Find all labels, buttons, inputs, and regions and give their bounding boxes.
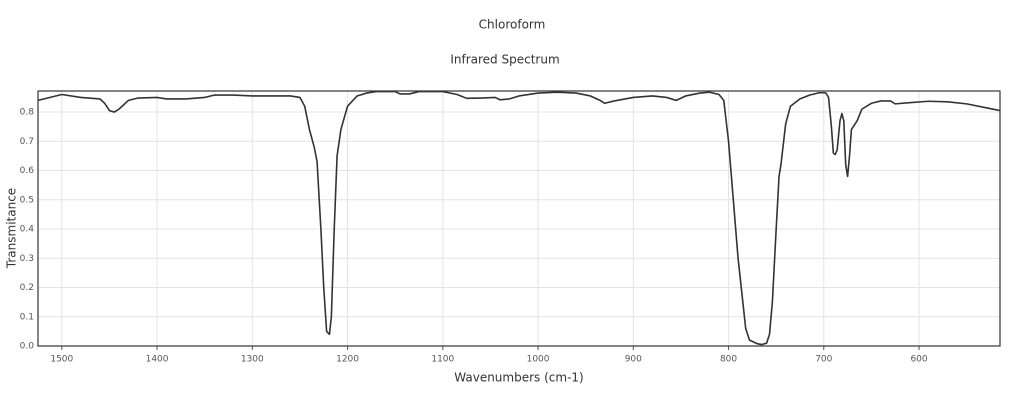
x-tick-label: 1200	[336, 355, 359, 365]
plot-frame	[37, 90, 1001, 347]
x-tick-label: 600	[910, 355, 927, 365]
chart-title: Chloroform	[479, 18, 546, 32]
y-tick-label: 0.8	[20, 108, 35, 118]
x-axis-label: Wavenumbers (cm-1)	[454, 371, 583, 385]
spectrum-line	[37, 90, 1001, 346]
x-tick-label: 1400	[146, 355, 169, 365]
x-tick-label: 1100	[431, 355, 454, 365]
y-tick-label: 0.0	[20, 342, 35, 352]
y-tick-label: 0.6	[20, 166, 35, 176]
y-axis-label: Transmitance	[5, 188, 19, 269]
x-tick-label: 700	[815, 355, 832, 365]
x-tick-label: 900	[625, 355, 642, 365]
chart-subtitle: Infrared Spectrum	[450, 53, 559, 67]
y-tick-label: 0.5	[20, 195, 34, 205]
y-tick-label: 0.2	[20, 283, 34, 293]
y-tick-label: 0.4	[20, 225, 35, 235]
x-tick-label: 1300	[241, 355, 264, 365]
x-tick-label: 1000	[527, 355, 550, 365]
y-tick-label: 0.3	[20, 254, 34, 264]
x-tick-label: 800	[720, 355, 737, 365]
y-tick-label: 0.1	[20, 312, 34, 322]
y-tick-label: 0.7	[20, 137, 34, 147]
x-tick-label: 1500	[50, 355, 73, 365]
